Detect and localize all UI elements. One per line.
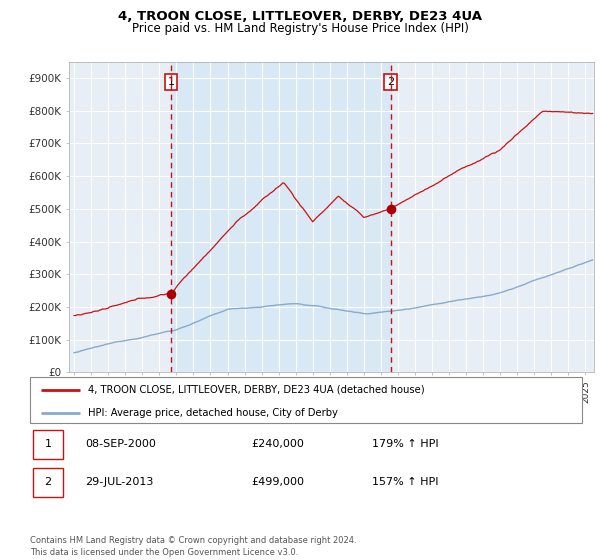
FancyBboxPatch shape <box>33 430 63 459</box>
Text: 4, TROON CLOSE, LITTLEOVER, DERBY, DE23 4UA (detached house): 4, TROON CLOSE, LITTLEOVER, DERBY, DE23 … <box>88 385 425 395</box>
Text: Price paid vs. HM Land Registry's House Price Index (HPI): Price paid vs. HM Land Registry's House … <box>131 22 469 35</box>
Bar <box>171 62 391 372</box>
Text: 179% ↑ HPI: 179% ↑ HPI <box>372 439 439 449</box>
Text: 2: 2 <box>44 477 52 487</box>
Text: 2: 2 <box>387 77 394 87</box>
FancyBboxPatch shape <box>33 468 63 497</box>
FancyBboxPatch shape <box>30 377 582 423</box>
Text: 157% ↑ HPI: 157% ↑ HPI <box>372 477 439 487</box>
Text: £499,000: £499,000 <box>251 477 304 487</box>
Text: 1: 1 <box>167 77 175 87</box>
Text: 29-JUL-2013: 29-JUL-2013 <box>85 477 154 487</box>
Text: HPI: Average price, detached house, City of Derby: HPI: Average price, detached house, City… <box>88 408 338 418</box>
Text: £240,000: £240,000 <box>251 439 304 449</box>
Text: 4, TROON CLOSE, LITTLEOVER, DERBY, DE23 4UA: 4, TROON CLOSE, LITTLEOVER, DERBY, DE23 … <box>118 10 482 22</box>
Text: Contains HM Land Registry data © Crown copyright and database right 2024.
This d: Contains HM Land Registry data © Crown c… <box>30 536 356 557</box>
Text: 1: 1 <box>44 439 52 449</box>
Text: 08-SEP-2000: 08-SEP-2000 <box>85 439 156 449</box>
